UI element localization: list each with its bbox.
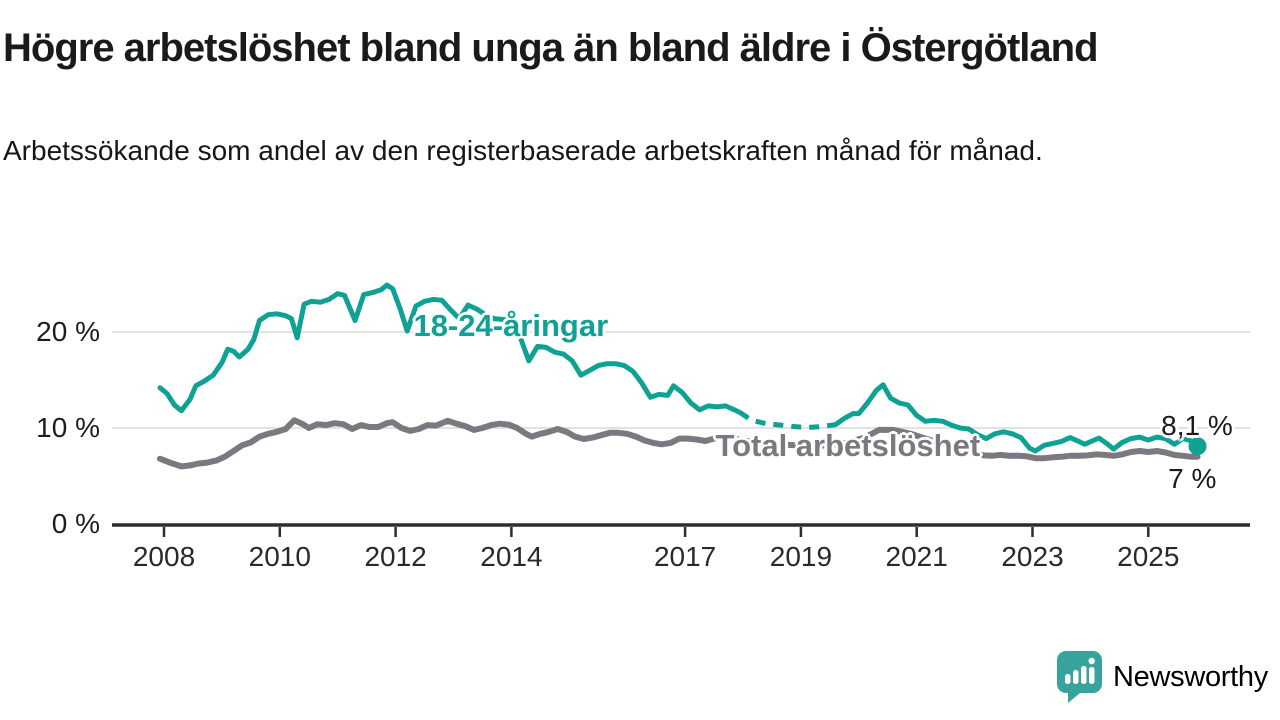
- page-title: Högre arbetslöshet bland unga än bland ä…: [3, 26, 1099, 70]
- page-subtitle: Arbetssökande som andel av den registerb…: [3, 135, 1043, 166]
- x-axis-label: 2021: [885, 541, 948, 572]
- end-value-total: 7 %: [1168, 462, 1217, 494]
- x-axis-label: 2010: [248, 541, 311, 572]
- series-line: [833, 382, 1200, 454]
- x-axis-label: 2017: [653, 541, 717, 572]
- x-axis-label: 2019: [769, 541, 833, 572]
- series-line: [156, 417, 1201, 470]
- y-axis-label: 0 %: [51, 508, 100, 539]
- series-end-dot: [1188, 437, 1207, 456]
- x-axis-label: 2023: [1001, 541, 1064, 572]
- x-axis-label: 2012: [364, 541, 427, 572]
- x-axis-label: 2025: [1117, 541, 1180, 572]
- x-axis-label: 2008: [132, 541, 196, 572]
- y-axis-label: 20 %: [36, 316, 100, 347]
- x-axis-label: 2014: [480, 541, 543, 572]
- series-label-young: 18-24-åringar: [413, 308, 609, 344]
- series-line: [738, 410, 836, 430]
- newsworthy-logo-icon: [1057, 651, 1102, 703]
- series-label-total: Total arbetslöshet: [715, 428, 981, 464]
- brand-name: Newsworthy: [1113, 660, 1268, 693]
- series-line: [157, 282, 743, 416]
- newsworthy-logo: Newsworthy: [1056, 650, 1268, 704]
- end-value-young: 8,1 %: [1161, 410, 1233, 442]
- y-axis-label: 10 %: [36, 412, 100, 443]
